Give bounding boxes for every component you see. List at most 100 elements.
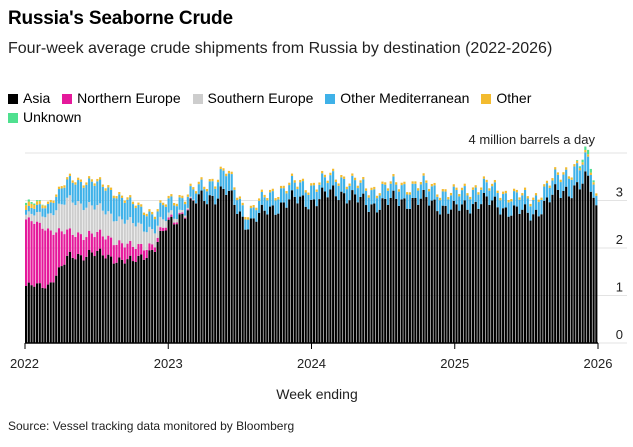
bar-segment-other	[49, 199, 52, 203]
bar-segment-asia	[411, 197, 414, 343]
bar-segment-asia	[293, 196, 296, 343]
bar-segment-northern-europe	[38, 222, 41, 284]
bar-segment-other	[258, 198, 261, 201]
bar-segment-other-mediterranean	[216, 182, 220, 199]
bar-segment-northern-europe	[131, 246, 135, 262]
bar-segment-other	[288, 182, 291, 186]
bar-segment-other-mediterranean	[534, 195, 538, 210]
week-bar	[186, 194, 189, 343]
week-bar	[52, 200, 55, 343]
bar-segment-other	[189, 183, 192, 187]
week-bar	[123, 200, 126, 343]
bar-segment-other-mediterranean	[126, 199, 129, 220]
bar-segment-other-mediterranean	[304, 192, 307, 207]
bar-segment-asia	[38, 283, 41, 343]
bar-segment-other-mediterranean	[441, 191, 444, 206]
bar-segment-other	[181, 195, 184, 199]
bar-segment-southern-europe	[192, 199, 195, 201]
bar-segment-other-mediterranean	[463, 186, 466, 201]
bar-segment-other	[129, 195, 132, 198]
bar-segment-asia	[521, 209, 524, 343]
week-bar	[447, 197, 450, 343]
bar-segment-asia	[120, 259, 124, 343]
bar-segment-other	[79, 179, 82, 182]
bar-segment-other	[307, 192, 310, 195]
bar-segment-southern-europe	[178, 209, 181, 213]
bar-segment-other	[502, 191, 505, 194]
bar-segment-other	[485, 179, 488, 183]
bar-segment-other	[567, 176, 570, 179]
bar-segment-southern-europe	[109, 213, 113, 238]
bar-segment-other	[85, 182, 88, 185]
week-bar	[482, 176, 485, 343]
bar-segment-other-mediterranean	[362, 179, 365, 194]
bar-segment-other	[378, 193, 381, 196]
bar-segment-other	[186, 194, 189, 197]
week-bar	[252, 205, 255, 343]
bar-segment-southern-europe	[90, 205, 93, 234]
bar-segment-other	[296, 186, 299, 190]
bar-segment-unknown	[41, 204, 44, 206]
bar-segment-other	[269, 189, 272, 193]
bar-segment-other	[348, 183, 351, 186]
week-bar	[197, 181, 200, 343]
bar-segment-asia	[290, 190, 294, 343]
bar-segment-other	[337, 183, 340, 186]
week-bar	[214, 186, 217, 343]
week-bar	[211, 178, 214, 343]
bar-segment-asia	[392, 190, 395, 343]
bar-segment-asia	[123, 263, 126, 343]
bar-segment-other	[323, 174, 326, 178]
bar-segment-southern-europe	[85, 207, 88, 238]
week-bar	[581, 159, 584, 343]
bar-segment-northern-europe	[178, 212, 181, 215]
week-bar	[510, 199, 513, 343]
bar-segment-other	[109, 187, 113, 190]
bar-segment-southern-europe	[131, 223, 135, 247]
week-bar	[337, 183, 340, 343]
y-tick-label: 2	[616, 232, 623, 247]
week-bar	[356, 185, 359, 343]
bar-segment-asia	[326, 197, 329, 343]
bar-segment-asia	[447, 213, 450, 343]
bar-segment-other-mediterranean	[247, 219, 250, 230]
bar-segment-other-mediterranean	[173, 205, 176, 219]
bar-segment-other	[162, 202, 165, 206]
bar-segment-northern-europe	[85, 237, 88, 257]
week-bar	[109, 187, 113, 343]
week-bar	[137, 202, 140, 343]
bar-segment-northern-europe	[129, 240, 132, 256]
week-bar	[244, 217, 247, 343]
bar-segment-asia	[592, 197, 595, 343]
bar-segment-other-mediterranean	[208, 181, 211, 196]
bar-segment-asia	[400, 199, 403, 343]
week-bar	[518, 197, 521, 343]
bar-segment-other-mediterranean	[381, 183, 384, 199]
bar-segment-other	[343, 176, 346, 179]
bar-segment-asia	[101, 255, 104, 343]
bar-segment-other	[134, 205, 137, 209]
bar-segment-other-mediterranean	[93, 185, 96, 210]
bar-segment-southern-europe	[66, 197, 69, 230]
week-bar	[82, 185, 85, 343]
bar-segment-southern-europe	[107, 211, 110, 236]
week-bar	[403, 181, 406, 343]
week-bar	[578, 166, 581, 343]
bar-segment-southern-europe	[156, 225, 159, 238]
bar-segment-northern-europe	[27, 217, 30, 283]
bar-segment-other	[184, 201, 187, 205]
bar-segment-other	[406, 192, 409, 195]
bar-segment-other	[351, 173, 354, 176]
week-bar	[167, 195, 170, 343]
bar-segment-southern-europe	[41, 216, 44, 229]
bar-segment-asia	[436, 211, 439, 343]
bar-segment-asia	[46, 284, 50, 343]
bar-segment-asia	[370, 204, 373, 343]
bar-segment-asia	[71, 257, 74, 343]
week-bar	[573, 164, 576, 343]
bar-segment-asia	[200, 190, 203, 343]
bar-segment-southern-europe	[162, 219, 165, 228]
bar-segment-other-mediterranean	[162, 205, 165, 220]
bar-segment-other	[112, 195, 115, 199]
week-bar	[41, 204, 44, 343]
